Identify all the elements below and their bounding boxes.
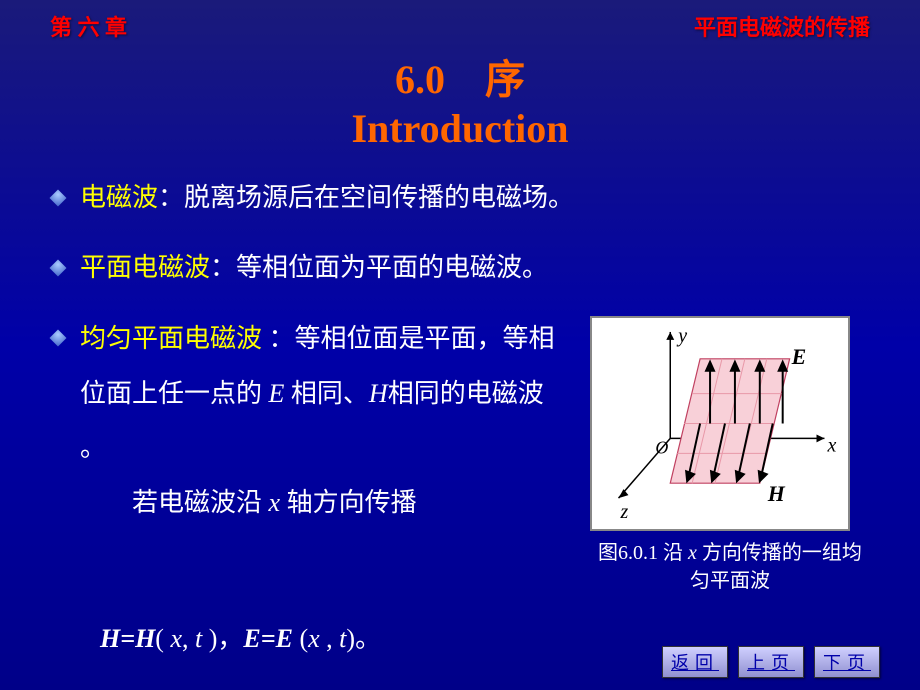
back-button[interactable]: 返回 (662, 646, 728, 678)
svg-text:y: y (676, 325, 687, 347)
svg-text:O: O (655, 437, 668, 457)
term: 平面电磁波 (80, 253, 210, 282)
list-item: 平面电磁波：等相位面为平面的电磁波。 (80, 242, 870, 294)
section-title: 6.0 序 Introduction (0, 47, 920, 152)
figure-diagram: x y z O E H (590, 316, 850, 531)
symbol-H: H (369, 379, 388, 408)
definition: ：等相位面为平面的电磁波。 (210, 253, 548, 282)
symbol-x: x (269, 488, 281, 517)
svg-text:x: x (826, 434, 836, 456)
definition: ：脱离场源后在空间传播的电磁场。 (158, 183, 574, 212)
bullet-icon (50, 330, 67, 347)
bullet-icon (50, 260, 67, 277)
title-zh: 6.0 序 (0, 47, 920, 105)
term: 均匀平面电磁波 (80, 324, 262, 353)
next-button[interactable]: 下页 (814, 646, 880, 678)
slide-header: 第 六 章 平面电磁波的传播 (0, 0, 920, 42)
svg-text:E: E (791, 344, 807, 369)
list-item: 电磁波：脱离场源后在空间传播的电磁场。 (80, 172, 870, 224)
title-en: Introduction (0, 105, 920, 152)
chapter-label: 第 六 章 (50, 10, 127, 42)
figure-caption: 图6.0.1 沿 x 方向传播的一组均匀平面波 (590, 539, 870, 595)
nav-bar: 返回 上页 下页 (662, 646, 880, 678)
definition-block: 均匀平面电磁波 ：等相位面是平面，等相位面上任一点的 E 相同、H相同的电磁波 … (80, 312, 570, 530)
svg-text:z: z (620, 501, 629, 523)
list-item: 均匀平面电磁波 ：等相位面是平面，等相位面上任一点的 E 相同、H相同的电磁波 … (80, 312, 870, 595)
symbol-E: E (269, 379, 285, 408)
prev-button[interactable]: 上页 (738, 646, 804, 678)
term: 电磁波 (80, 183, 158, 212)
svg-text:H: H (767, 481, 786, 506)
chapter-title: 平面电磁波的传播 (694, 10, 870, 42)
content-area: 电磁波：脱离场源后在空间传播的电磁场。 平面电磁波：等相位面为平面的电磁波。 均… (0, 152, 920, 665)
bullet-icon (50, 190, 67, 207)
